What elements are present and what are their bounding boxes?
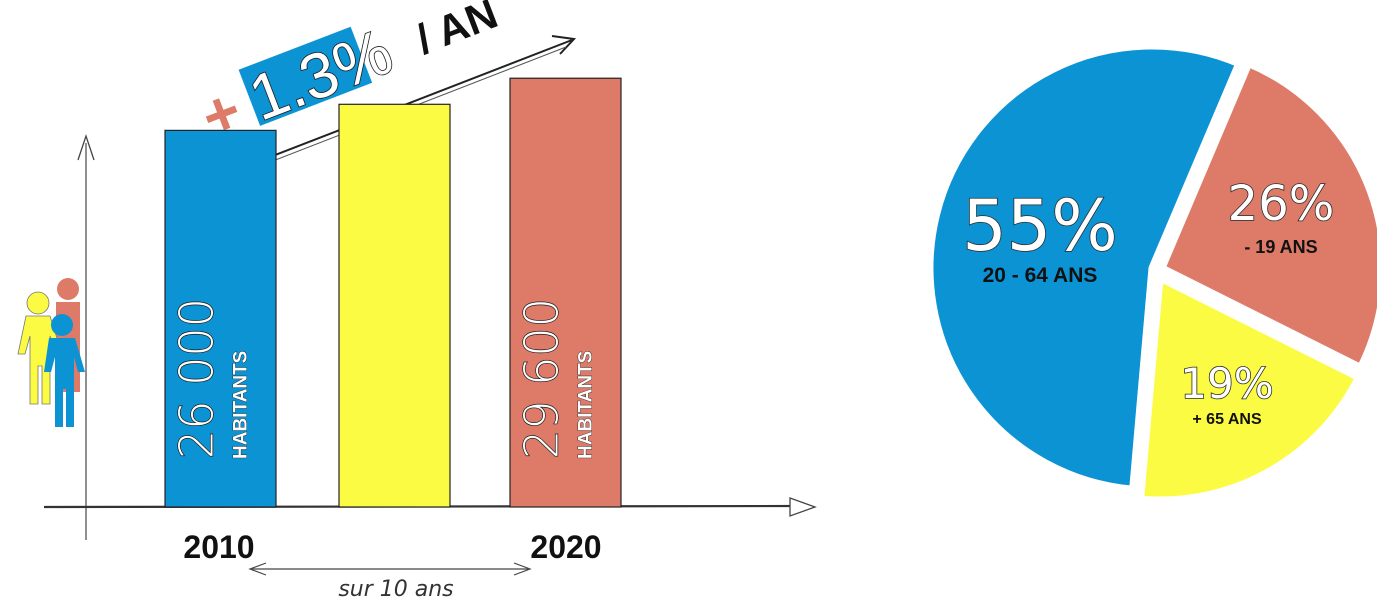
bar-mid <box>338 103 451 508</box>
bar-2010 <box>164 129 277 508</box>
pie-percent-55: 55% <box>962 185 1118 267</box>
growth-per-year: / AN <box>410 0 504 63</box>
pie-slice-26 <box>1157 59 1377 373</box>
y-axis-arrow-icon <box>77 133 95 161</box>
pie-percent-26: 26% <box>1228 176 1335 232</box>
bar-unit-2020: HABITANTS <box>576 351 597 459</box>
timeline-label: sur 10 ans <box>338 577 453 602</box>
growth-arrow-head-icon <box>551 35 577 55</box>
growth-rate-highlight <box>238 26 373 126</box>
bar-value-2010: 26 000 <box>170 298 224 459</box>
age-pie-chart: 55%20 - 64 ANS 26% - 19 ANS 19% + 65 ANS <box>926 42 1377 504</box>
people-icon <box>17 278 85 427</box>
bar-label-2020: 29 600 HABITANTS <box>514 297 597 459</box>
timeline-right-arrow-icon <box>513 562 532 576</box>
timeline-span: sur 10 ans <box>248 562 532 602</box>
bar-label-2010: 26 000 HABITANTS <box>169 297 252 459</box>
bar-unit-2010: HABITANTS <box>231 351 252 459</box>
bar-value-2020: 29 600 <box>515 298 569 459</box>
pie-age-group-55: 20 - 64 ANS <box>983 264 1098 287</box>
pie-slice-55 <box>926 42 1244 493</box>
x-axis-arrow-icon <box>789 497 817 517</box>
pie-age-group-26: - 19 ANS <box>1244 237 1317 257</box>
pie-percent-19: 19% <box>1180 359 1273 408</box>
year-label-2020: 2020 <box>530 529 601 565</box>
pie-slice-19 <box>1136 272 1364 504</box>
year-label-2010: 2010 <box>183 529 254 565</box>
bar-series: 26 000 HABITANTS 29 600 HABITANTS <box>164 77 622 508</box>
pie-age-group-19: + 65 ANS <box>1192 411 1262 428</box>
bar-2020 <box>509 77 622 508</box>
timeline-left-arrow-icon <box>248 562 267 576</box>
